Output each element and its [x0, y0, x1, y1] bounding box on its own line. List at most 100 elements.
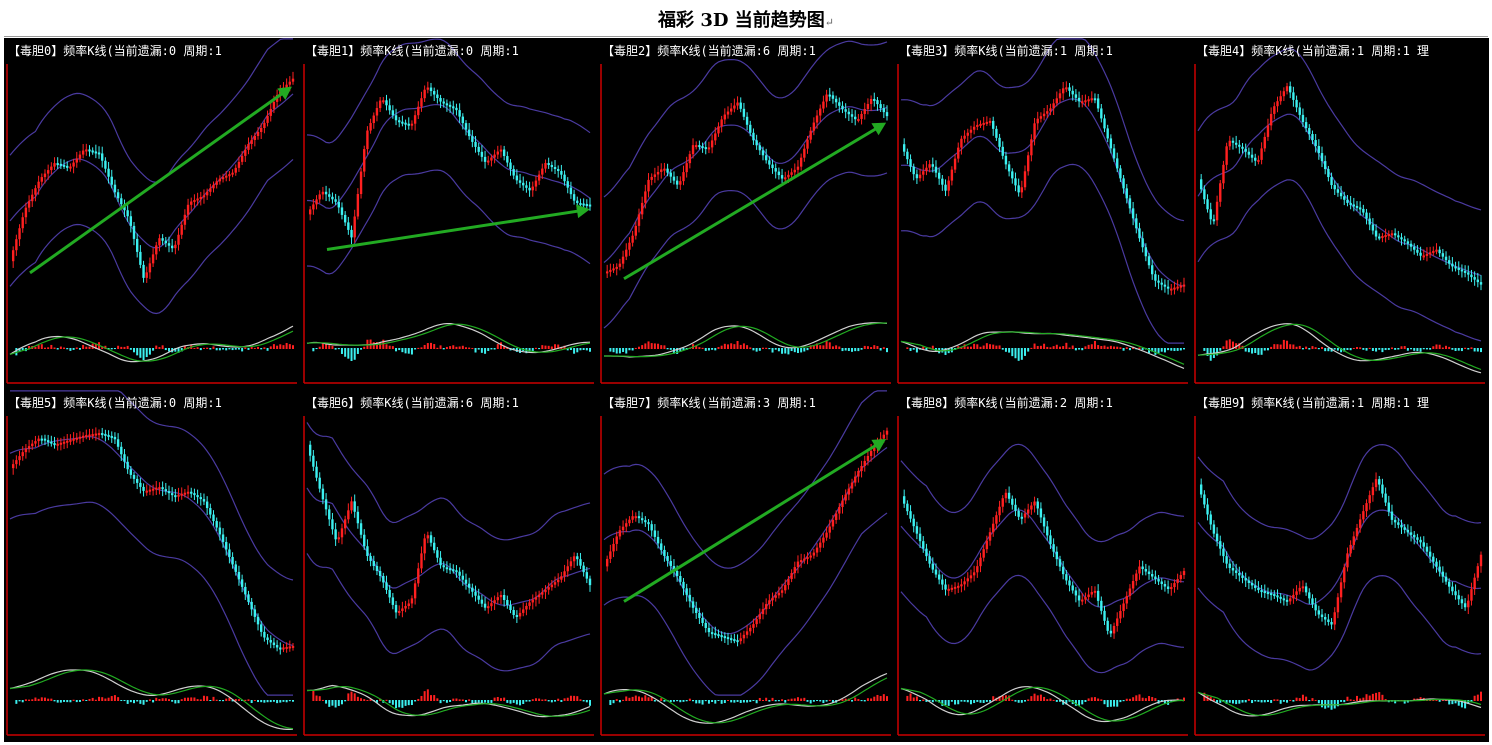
candle — [1298, 581, 1301, 595]
candle — [995, 125, 998, 141]
candle — [809, 127, 812, 144]
panel-3: 【毒胆3】频率K线(当前遗漏:1 周期:1 — [895, 38, 1192, 390]
candle — [579, 552, 582, 569]
candle — [359, 519, 363, 539]
candle — [1119, 165, 1122, 183]
candle — [228, 543, 231, 564]
page-title-text: 福彩 3D 当前趋势图 — [658, 10, 825, 31]
candle — [822, 532, 825, 548]
candle — [142, 260, 145, 283]
candle — [1470, 582, 1473, 606]
candle — [1036, 498, 1039, 515]
candle — [142, 483, 145, 497]
candle — [729, 634, 733, 644]
candle — [186, 485, 190, 499]
candle — [417, 562, 420, 587]
candle — [1390, 504, 1394, 525]
candle — [404, 600, 407, 613]
candle — [1320, 146, 1324, 168]
candle — [231, 552, 234, 569]
candle — [937, 570, 941, 585]
candle — [420, 546, 423, 574]
candle — [1330, 618, 1333, 630]
candle — [710, 134, 714, 154]
candle — [471, 130, 474, 148]
panel-title-9: 【毒胆9】频率K线(当前遗漏:1 周期:1 理 — [1196, 396, 1430, 410]
candle — [944, 179, 947, 197]
candle — [879, 100, 882, 113]
candle — [158, 234, 161, 252]
candle — [43, 169, 47, 184]
candle — [922, 536, 925, 553]
candle — [413, 579, 417, 605]
candle — [1215, 195, 1219, 226]
candle — [815, 543, 819, 557]
candle — [1273, 590, 1276, 599]
candle — [838, 503, 841, 520]
candle — [698, 140, 701, 150]
candle — [423, 533, 426, 561]
candle — [40, 435, 43, 445]
macd-dif-line — [306, 684, 591, 718]
candle — [796, 555, 800, 574]
candle — [1199, 174, 1203, 193]
candle — [151, 484, 155, 496]
candle — [132, 221, 136, 246]
candle — [407, 599, 410, 610]
candle — [1135, 213, 1138, 234]
candle — [385, 575, 388, 594]
candle — [771, 592, 774, 607]
candle — [1428, 546, 1432, 564]
candle — [312, 199, 315, 215]
candle — [429, 82, 433, 97]
candle — [1046, 520, 1049, 541]
candle — [37, 175, 40, 195]
candle — [915, 169, 919, 184]
candle — [831, 515, 835, 530]
candle — [1068, 82, 1071, 97]
candle — [445, 99, 449, 112]
candle — [637, 208, 641, 233]
candle — [148, 485, 152, 496]
candle — [588, 197, 592, 211]
candle — [758, 142, 762, 155]
candle — [534, 176, 538, 192]
candle — [553, 576, 557, 588]
candle — [1358, 513, 1362, 533]
candle — [679, 176, 682, 190]
candle — [1160, 278, 1163, 291]
candle — [1323, 155, 1327, 175]
candle — [177, 228, 180, 251]
candle — [618, 258, 622, 271]
candle — [359, 167, 363, 199]
candle — [1103, 605, 1106, 625]
candle — [1254, 579, 1257, 592]
candle — [1419, 536, 1422, 549]
candle — [1327, 165, 1330, 182]
candle — [398, 605, 401, 616]
candle — [1292, 86, 1295, 107]
candle — [1176, 279, 1179, 291]
candle — [1365, 499, 1368, 518]
macd-histogram — [312, 689, 591, 709]
candle — [764, 148, 768, 164]
candle — [1007, 486, 1011, 504]
candle — [960, 578, 963, 593]
upper-band — [603, 390, 887, 569]
candle — [506, 595, 509, 609]
trend-arrow — [326, 204, 590, 251]
candle — [1151, 569, 1154, 580]
candle — [557, 165, 560, 178]
candle — [825, 89, 828, 108]
candle — [1263, 132, 1266, 152]
candle — [506, 151, 509, 167]
candle — [458, 103, 461, 124]
candle — [647, 519, 650, 531]
candle — [59, 437, 63, 451]
candle — [483, 597, 487, 611]
candle — [212, 181, 215, 193]
candle — [695, 141, 698, 150]
macd-dif-line — [604, 322, 888, 358]
macd-dif-line — [1197, 691, 1482, 717]
candle — [250, 135, 253, 150]
